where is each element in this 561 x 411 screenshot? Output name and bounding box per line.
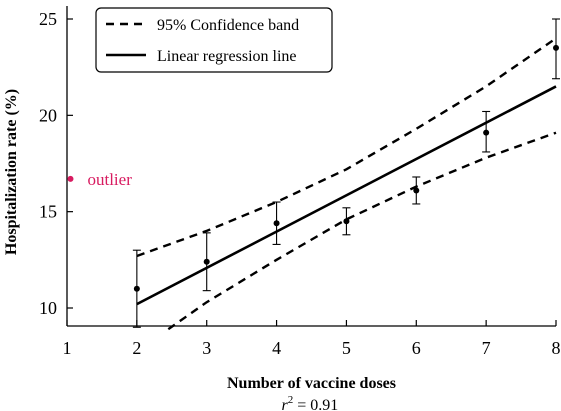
- x-tick-label: 7: [482, 338, 491, 358]
- legend: 95% Confidence band Linear regression lin…: [95, 7, 333, 73]
- x-axis-label: Number of vaccine doses: [227, 375, 396, 392]
- x-tick-label: 4: [272, 338, 281, 358]
- y-tick-label: 10: [39, 298, 57, 318]
- regression-line: [136, 85, 557, 306]
- data-point: [133, 285, 140, 292]
- x-tick-label: 2: [132, 338, 141, 358]
- x-tick-label: 8: [552, 338, 561, 358]
- x-tick-label: 1: [63, 338, 72, 358]
- confidence-band-lower: [167, 131, 557, 331]
- data-point: [413, 187, 420, 194]
- data-point: [553, 44, 559, 51]
- x-tick-label: 3: [202, 338, 211, 358]
- data-point: [273, 220, 280, 227]
- legend-label-regression-line: Linear regression line: [157, 48, 297, 65]
- x-tick-label: 5: [342, 338, 351, 358]
- legend-box: [95, 7, 333, 73]
- y-tick-label: 25: [39, 9, 57, 29]
- x-tick-label: 6: [412, 338, 421, 358]
- y-tick-label: 20: [39, 105, 57, 125]
- y-axis-label: Hospitalization rate (%): [3, 89, 20, 255]
- outlier-label: outlier: [87, 170, 132, 189]
- r-squared-text: r2 = 0.91: [282, 394, 339, 411]
- data-point: [203, 258, 210, 265]
- outlier-point: [67, 175, 74, 182]
- y-tick-label: 15: [39, 202, 57, 222]
- legend-label-confidence-band: 95% Confidence band: [157, 17, 299, 34]
- confidence-band-upper: [136, 37, 557, 258]
- data-point: [483, 129, 490, 136]
